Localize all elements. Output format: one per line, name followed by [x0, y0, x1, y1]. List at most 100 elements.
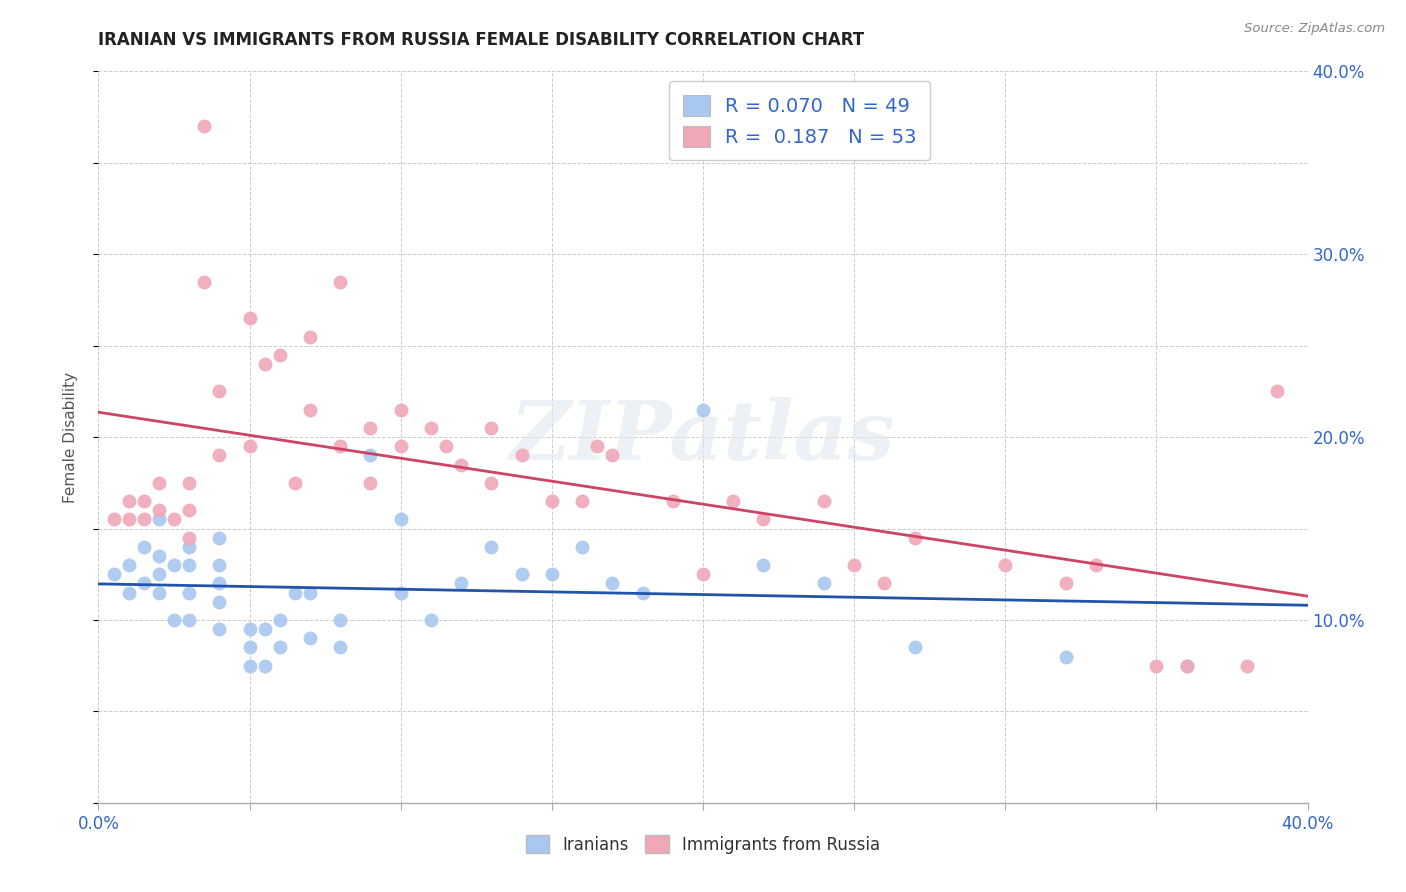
Point [163, 558, 186, 573]
Point [692, 567, 714, 582]
Point [239, 311, 262, 326]
Point [193, 120, 215, 134]
Point [450, 576, 472, 591]
Point [179, 585, 201, 599]
Point [360, 475, 382, 490]
Point [299, 632, 322, 646]
Point [132, 512, 155, 526]
Point [844, 558, 866, 573]
Point [434, 439, 457, 453]
Point [329, 275, 352, 289]
Point [132, 494, 155, 508]
Point [179, 558, 201, 573]
Point [723, 494, 745, 508]
Point [1236, 658, 1258, 673]
Point [389, 585, 412, 599]
Point [269, 640, 291, 655]
Point [873, 576, 896, 591]
Point [208, 558, 231, 573]
Point [540, 494, 562, 508]
Y-axis label: Female Disability: Female Disability [63, 371, 77, 503]
Point [239, 622, 262, 636]
Text: Source: ZipAtlas.com: Source: ZipAtlas.com [1244, 22, 1385, 36]
Point [269, 613, 291, 627]
Point [586, 439, 609, 453]
Point [148, 585, 170, 599]
Point [239, 658, 262, 673]
Point [904, 640, 927, 655]
Point [1054, 649, 1077, 664]
Point [481, 475, 503, 490]
Point [148, 567, 170, 582]
Point [510, 448, 533, 462]
Point [631, 585, 654, 599]
Point [179, 613, 201, 627]
Point [904, 531, 927, 545]
Point [602, 448, 624, 462]
Point [661, 494, 683, 508]
Point [179, 540, 201, 554]
Point [389, 512, 412, 526]
Point [118, 558, 141, 573]
Point [208, 531, 231, 545]
Point [103, 512, 125, 526]
Point [813, 576, 835, 591]
Point [1085, 558, 1108, 573]
Point [510, 567, 533, 582]
Point [103, 567, 125, 582]
Point [253, 357, 276, 371]
Point [752, 558, 775, 573]
Point [420, 613, 443, 627]
Point [148, 503, 170, 517]
Point [571, 494, 593, 508]
Point [208, 594, 231, 608]
Point [994, 558, 1017, 573]
Point [148, 549, 170, 563]
Point [571, 540, 593, 554]
Point [253, 622, 276, 636]
Point [450, 458, 472, 472]
Point [239, 640, 262, 655]
Point [481, 540, 503, 554]
Point [269, 348, 291, 362]
Point [208, 448, 231, 462]
Point [299, 329, 322, 343]
Legend: Iranians, Immigrants from Russia: Iranians, Immigrants from Russia [519, 829, 887, 860]
Point [1175, 658, 1198, 673]
Point [1175, 658, 1198, 673]
Point [253, 658, 276, 673]
Point [360, 448, 382, 462]
Point [540, 567, 562, 582]
Point [329, 439, 352, 453]
Point [284, 475, 307, 490]
Point [692, 402, 714, 417]
Point [1267, 384, 1289, 399]
Point [299, 402, 322, 417]
Point [118, 585, 141, 599]
Point [118, 494, 141, 508]
Point [360, 421, 382, 435]
Point [208, 384, 231, 399]
Point [163, 613, 186, 627]
Point [179, 503, 201, 517]
Point [208, 622, 231, 636]
Point [208, 576, 231, 591]
Point [420, 421, 443, 435]
Point [1144, 658, 1167, 673]
Point [389, 439, 412, 453]
Point [118, 512, 141, 526]
Point [148, 475, 170, 490]
Point [389, 402, 412, 417]
Point [329, 640, 352, 655]
Point [163, 512, 186, 526]
Point [1054, 576, 1077, 591]
Point [179, 475, 201, 490]
Point [148, 512, 170, 526]
Point [752, 512, 775, 526]
Text: ZIPatlas: ZIPatlas [510, 397, 896, 477]
Point [329, 613, 352, 627]
Point [481, 421, 503, 435]
Point [239, 439, 262, 453]
Point [284, 585, 307, 599]
Point [193, 275, 215, 289]
